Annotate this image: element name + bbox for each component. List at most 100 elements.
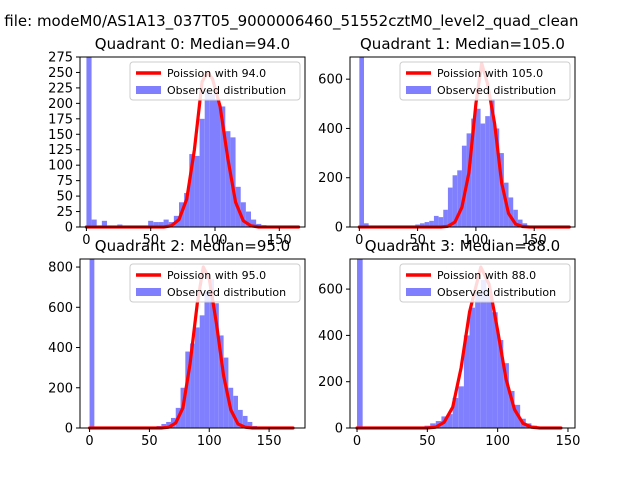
legend-bar-swatch [136, 288, 161, 296]
histogram-bar [457, 170, 462, 227]
legend-box [399, 263, 571, 303]
x-tick-label: 0 [82, 233, 90, 248]
histogram-bar [190, 343, 195, 428]
y-tick-label: 75 [56, 174, 73, 189]
histogram-bar [433, 215, 439, 227]
histogram-bar [419, 223, 425, 227]
histogram-bar [429, 220, 434, 227]
histogram-bar [452, 397, 459, 428]
legend: Poission with 105.0 Observed distribution [399, 61, 571, 101]
quadrant-title: Quadrant 3: Median=88.0 [365, 237, 560, 255]
x-tick-label: 150 [522, 233, 547, 248]
y-tick-label: 125 [48, 143, 73, 158]
histogram-bar [215, 100, 221, 227]
legend-label-poisson: Poission with 88.0 [437, 269, 536, 282]
figure-suptitle: n file: modeM0/AS1A13_037T05_9000006460_… [0, 12, 579, 31]
histogram-bar [148, 220, 154, 227]
histogram-bar [86, 57, 92, 227]
histogram-bar [233, 395, 238, 428]
histogram-bar [438, 217, 444, 227]
histogram-bar [101, 220, 107, 227]
histogram-bar [469, 307, 476, 428]
histogram-bar [209, 94, 215, 227]
histogram-bar [357, 259, 363, 428]
y-tick-label: 0 [335, 422, 343, 437]
x-tick-label: 0 [355, 233, 363, 248]
histogram-bar [247, 421, 253, 428]
histogram-bar [517, 219, 523, 227]
histogram-bar [480, 123, 486, 227]
legend-label-observed: Observed distribution [167, 84, 286, 97]
histogram-bar [458, 386, 464, 428]
histogram-bar [194, 155, 200, 227]
legend: Poission with 95.0 Observed distribution [129, 263, 301, 303]
histogram-bar [471, 118, 476, 227]
histogram-bar [214, 303, 219, 428]
histogram-bar [89, 259, 95, 428]
axes-frame [349, 258, 576, 429]
legend: Poission with 88.0 Observed distribution [399, 263, 571, 303]
histogram-bar [245, 211, 251, 227]
histogram-bar [251, 219, 257, 227]
histogram-bar [492, 312, 498, 428]
y-tick-label: 400 [48, 341, 73, 356]
x-tick-label: 100 [485, 434, 510, 449]
quadrant-title: Quadrant 1: Median=105.0 [360, 35, 565, 53]
legend: Poission with 94.0 Observed distribution [129, 61, 301, 101]
y-tick-label: 800 [48, 261, 73, 276]
x-tick-label: 100 [463, 233, 488, 248]
histogram-bar [430, 423, 436, 428]
histogram-bar [185, 351, 191, 428]
histogram-bar [447, 187, 453, 227]
histogram-bar [218, 335, 224, 428]
legend-box [129, 263, 301, 303]
histogram-bar [485, 116, 490, 227]
x-tick-label: 100 [203, 233, 228, 248]
histogram-bar [424, 222, 430, 227]
y-tick-label: 0 [65, 221, 73, 236]
histogram-bar [452, 175, 458, 227]
y-tick-label: 50 [56, 190, 73, 205]
histogram-bar [359, 57, 364, 227]
quadrant-title: Quadrant 2: Median=95.0 [95, 237, 290, 255]
histogram-bar [497, 340, 504, 428]
y-tick-label: 200 [318, 171, 343, 186]
axes-frame [79, 56, 306, 228]
y-tick-label: 0 [65, 422, 73, 437]
legend-bar-swatch [406, 86, 431, 94]
y-tick-label: 0 [335, 221, 343, 236]
legend-box [399, 61, 571, 101]
histogram-bar [480, 279, 487, 428]
histogram-bar [199, 118, 205, 227]
legend-label-poisson: Poission with 94.0 [167, 67, 266, 80]
axes-frame [79, 258, 306, 429]
histogram-bar [166, 421, 171, 428]
x-tick-label: 100 [197, 434, 222, 449]
y-tick-label: 400 [318, 329, 343, 344]
y-tick-label: 200 [318, 375, 343, 390]
x-tick-label: 50 [409, 233, 426, 248]
histogram-bar [204, 291, 210, 428]
histogram-bar [508, 197, 514, 227]
y-tick-label: 150 [48, 128, 73, 143]
histogram-bar [199, 315, 205, 428]
y-tick-label: 400 [318, 122, 343, 137]
x-tick-label: 0 [353, 434, 361, 449]
y-tick-label: 175 [48, 112, 73, 127]
histogram-bar [91, 219, 97, 227]
histogram-bar [189, 154, 195, 227]
y-tick-label: 200 [48, 97, 73, 112]
y-tick-label: 600 [318, 73, 343, 88]
histogram-bar [508, 390, 515, 428]
quadrant-0-panel: 0 50 100 1500255075100125150175200225250275… [48, 35, 306, 248]
histogram-bar [240, 202, 246, 227]
x-tick-label: 0 [85, 434, 93, 449]
x-tick-label: 50 [141, 434, 158, 449]
y-tick-label: 25 [56, 205, 73, 220]
legend-label-observed: Observed distribution [437, 286, 556, 299]
histogram-bar [209, 279, 215, 428]
histogram-bar [447, 414, 453, 428]
quadrant-1-panel: 0 50 100 150 0 200 400 600 Quadrant 1: Median=10… [318, 35, 576, 248]
x-tick-label: 150 [257, 434, 282, 449]
